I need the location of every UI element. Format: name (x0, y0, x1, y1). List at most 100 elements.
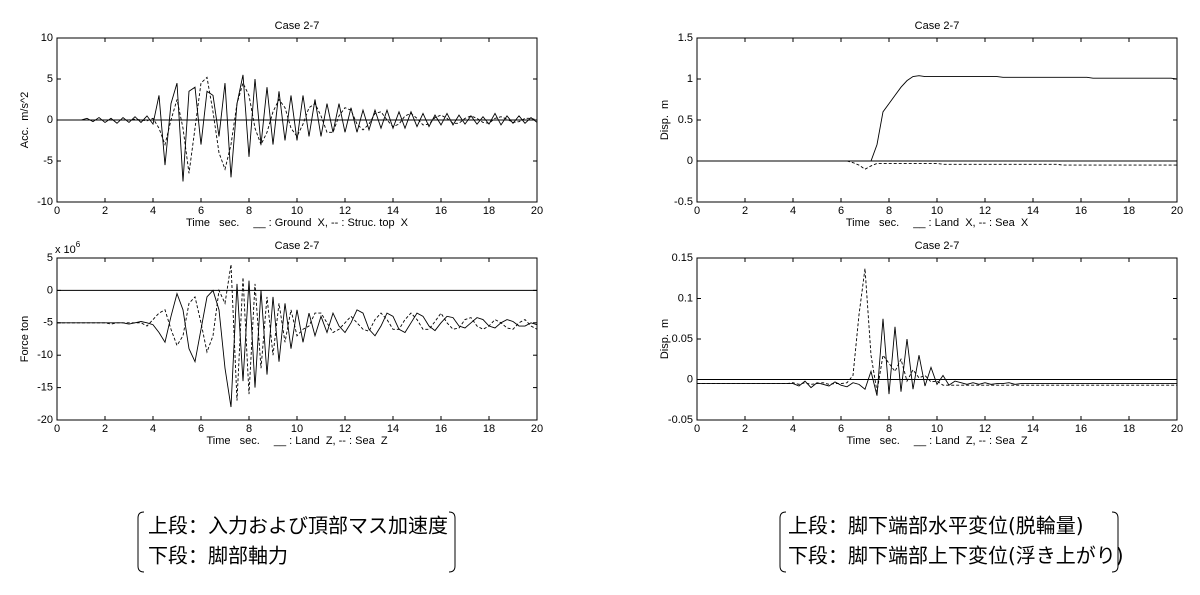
x-tick-label: 8 (886, 423, 892, 435)
x-axis-label: Time sec. __ : Land Z, -- : Sea Z (846, 435, 1027, 447)
x-tick-label: 14 (387, 205, 399, 217)
x-tick-label: 4 (790, 205, 796, 217)
y-tick-label: 0.5 (678, 114, 693, 126)
x-tick-label: 6 (198, 423, 204, 435)
y-tick-label: 1.5 (678, 32, 693, 44)
data-line (57, 74, 538, 182)
legend: __ : Land Z, -- : Sea Z (273, 435, 388, 447)
y-tick-label: 5 (47, 252, 53, 264)
x-tick-label: 20 (1171, 205, 1183, 217)
x-tick-label: 18 (483, 205, 495, 217)
x-tick-label: 6 (838, 423, 844, 435)
y-tick-label: -0.05 (668, 414, 693, 426)
caption-line: 上段：脚下端部水平変位(脱輪量) (788, 514, 1084, 538)
x-tick-label: 16 (435, 423, 447, 435)
y-tick-label: 0 (687, 155, 693, 167)
y-tick-label: 0.1 (678, 292, 693, 304)
x-tick-label: 2 (742, 423, 748, 435)
x-tick-label: 2 (102, 423, 108, 435)
y-tick-label: -20 (37, 414, 53, 426)
x-axis-title: Time sec. (186, 217, 239, 229)
y-tick-label: 0 (47, 114, 53, 126)
x-tick-label: 20 (1171, 423, 1183, 435)
data-line (57, 264, 538, 401)
plot-area (697, 38, 1177, 202)
y-tick-label: 10 (41, 32, 53, 44)
x-tick-label: 10 (931, 205, 943, 217)
x-axis-title: Time sec. (206, 435, 259, 447)
chart-title: Case 2-7 (275, 240, 320, 252)
x-tick-label: 14 (1027, 205, 1039, 217)
y-tick-label: -5 (43, 317, 53, 329)
data-line (57, 76, 538, 174)
x-tick-label: 0 (54, 423, 60, 435)
x-tick-label: 20 (531, 205, 543, 217)
chart-title: Case 2-7 (915, 20, 960, 32)
x-tick-label: 2 (742, 205, 748, 217)
x-tick-label: 10 (291, 423, 303, 435)
y-tick-label: -15 (37, 382, 53, 394)
x-axis-label: Time sec. __ : Land X, -- : Sea X (846, 217, 1029, 229)
x-tick-label: 2 (102, 205, 108, 217)
legend: __ : Land Z, -- : Sea Z (913, 435, 1028, 447)
caption-line: 下段：脚下端部上下変位(浮き上がり) (788, 544, 1124, 568)
x-tick-label: 18 (1123, 205, 1135, 217)
x-axis-title: Time sec. (846, 217, 899, 229)
plot-area (57, 258, 537, 420)
y-tick-label: 5 (47, 73, 53, 85)
caption-line: 上段：入力および頂部マス加速度 (148, 514, 448, 538)
x-tick-label: 16 (1075, 423, 1087, 435)
y-tick-label: 0.15 (672, 252, 693, 264)
x-tick-label: 4 (150, 423, 156, 435)
x-tick-label: 8 (246, 205, 252, 217)
x-tick-label: 4 (790, 423, 796, 435)
chart-title: Case 2-7 (915, 240, 960, 252)
y-tick-label: -0.5 (674, 196, 693, 208)
x-tick-label: 6 (198, 205, 204, 217)
x-tick-label: 8 (886, 205, 892, 217)
x-axis-label: Time sec. __ : Land Z, -- : Sea Z (206, 435, 387, 447)
x-tick-label: 10 (291, 205, 303, 217)
x-tick-label: 12 (339, 205, 351, 217)
x-tick-label: 0 (694, 423, 700, 435)
x-tick-label: 8 (246, 423, 252, 435)
x-axis-title: Time sec. (846, 435, 899, 447)
x-tick-label: 16 (1075, 205, 1087, 217)
y-axis-label: Disp. m (659, 100, 671, 140)
y-axis-label: Disp. m (659, 319, 671, 359)
x-tick-label: 4 (150, 205, 156, 217)
y-tick-label: -10 (37, 196, 53, 208)
y-tick-label: -10 (37, 349, 53, 361)
x-tick-label: 16 (435, 205, 447, 217)
caption-bracket (1111, 511, 1119, 573)
caption-bracket (137, 511, 145, 573)
y-tick-label: 0 (687, 373, 693, 385)
x-tick-label: 14 (1027, 423, 1039, 435)
y-axis-label: Acc. m/s^2 (19, 92, 31, 149)
multiplier-base: x 10 (55, 244, 76, 256)
x-tick-label: 10 (931, 423, 943, 435)
data-line (697, 160, 1177, 170)
caption-line: 下段：脚部軸力 (148, 544, 288, 568)
multiplier-exponent: 6 (76, 240, 81, 249)
y-tick-label: 0 (47, 284, 53, 296)
data-line (697, 268, 1177, 392)
x-axis-label: Time sec. __ : Ground X, -- : Struc. top … (186, 217, 409, 229)
caption-bracket (779, 511, 787, 573)
x-tick-label: 20 (531, 423, 543, 435)
legend: __ : Land X, -- : Sea X (912, 217, 1029, 229)
y-multiplier: x 106 (55, 240, 81, 256)
x-tick-label: 14 (387, 423, 399, 435)
chart-title: Case 2-7 (275, 20, 320, 32)
x-tick-label: 12 (979, 423, 991, 435)
y-axis-label: Force ton (19, 316, 31, 362)
x-tick-label: 12 (339, 423, 351, 435)
plot-area (697, 258, 1177, 420)
y-tick-label: 1 (687, 73, 693, 85)
caption-bracket (448, 511, 456, 573)
x-tick-label: 0 (694, 205, 700, 217)
x-tick-label: 0 (54, 205, 60, 217)
y-tick-label: 0.05 (672, 333, 693, 345)
x-tick-label: 12 (979, 205, 991, 217)
